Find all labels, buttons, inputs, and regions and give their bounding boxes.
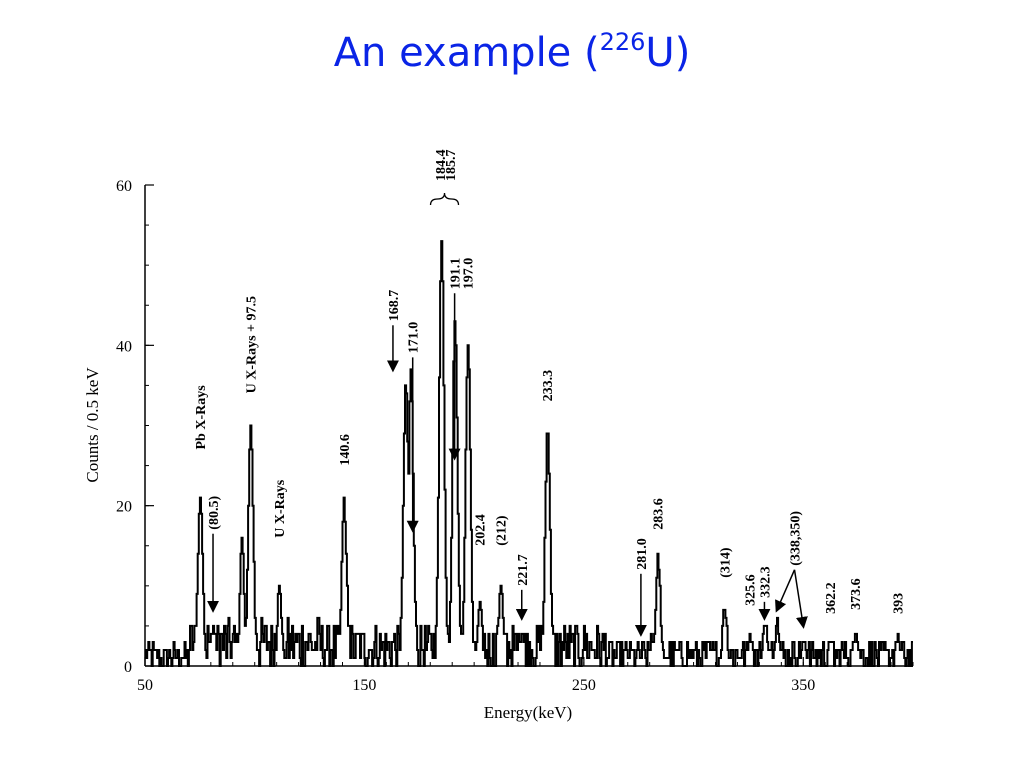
y-tick-label: 40 bbox=[116, 338, 132, 355]
y-tick-label: 0 bbox=[124, 659, 132, 676]
title-suffix: U) bbox=[645, 30, 691, 76]
peak-label: 202.4 bbox=[473, 514, 488, 546]
peak-arrow bbox=[793, 569, 808, 629]
peak-label: 332.3 bbox=[758, 566, 773, 598]
peak-label: 221.7 bbox=[516, 554, 531, 586]
peak-annotations: Pb X-Rays (80.5) U X-Rays + 97.5 U X-Rays 14… bbox=[194, 150, 907, 637]
y-axis-label: Counts / 0.5 keV bbox=[83, 367, 102, 483]
peak-label: 171.0 bbox=[407, 322, 422, 354]
peak-label: 281.0 bbox=[635, 538, 650, 570]
peak-label: Pb X-Rays bbox=[194, 385, 209, 450]
chart-axes: 50 150 250 350 0 20 40 60 bbox=[116, 178, 914, 694]
x-tick-label: 350 bbox=[791, 677, 815, 694]
doublet-brace bbox=[429, 192, 460, 206]
y-tick-label: 20 bbox=[116, 499, 132, 516]
peak-label: 283.6 bbox=[652, 498, 667, 530]
peak-label: 362.2 bbox=[824, 582, 839, 614]
peak-label: (212) bbox=[495, 515, 510, 546]
peak-arrow bbox=[775, 569, 796, 613]
peak-label: 373.6 bbox=[849, 578, 864, 610]
title-superscript: 226 bbox=[599, 28, 646, 56]
x-tick-label: 150 bbox=[352, 677, 376, 694]
peak-label: 185.7 bbox=[444, 150, 459, 182]
peak-label: (338,350) bbox=[789, 511, 804, 566]
x-axis-label: Energy(keV) bbox=[484, 703, 572, 722]
peak-label: 140.6 bbox=[338, 434, 353, 466]
slide-title: An example (226U) bbox=[0, 30, 1024, 76]
x-tick-label: 50 bbox=[137, 677, 153, 694]
x-tick-label: 250 bbox=[572, 677, 596, 694]
title-prefix: An example ( bbox=[333, 30, 600, 76]
peak-label: (314) bbox=[718, 547, 733, 578]
peak-label: (80.5) bbox=[207, 496, 222, 530]
peak-label: 168.7 bbox=[387, 290, 402, 322]
peak-label: 393 bbox=[892, 593, 907, 614]
peak-label: U X-Rays + 97.5 bbox=[244, 296, 259, 393]
peak-label: 197.0 bbox=[462, 258, 477, 290]
spectrum-series bbox=[145, 240, 913, 667]
peak-label: 233.3 bbox=[541, 370, 556, 402]
peak-label: 191.1 bbox=[449, 258, 464, 290]
peak-label: U X-Rays bbox=[273, 479, 288, 537]
spectrum-line bbox=[145, 240, 913, 667]
peak-label: 325.6 bbox=[744, 574, 759, 606]
peak-label: 184.4 bbox=[434, 150, 449, 182]
y-tick-label: 60 bbox=[116, 178, 132, 195]
